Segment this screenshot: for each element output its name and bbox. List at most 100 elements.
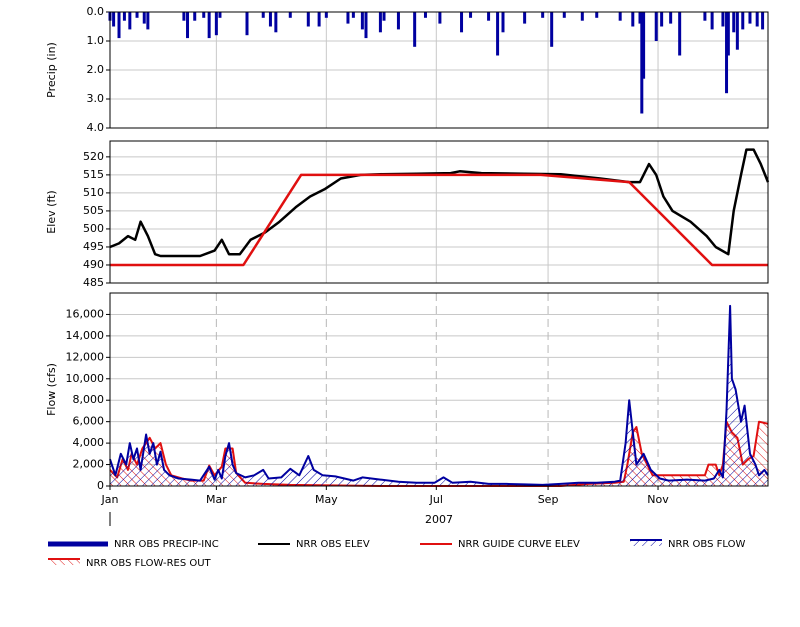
bar	[726, 12, 730, 56]
bar	[669, 12, 673, 24]
y-tick-label: 515	[83, 168, 104, 181]
bar	[710, 12, 714, 30]
y-tick-label: 1.0	[87, 34, 105, 47]
bar	[460, 12, 464, 33]
y-tick-label: 495	[83, 240, 104, 253]
x-tick-label: Mar	[206, 493, 227, 506]
plot-frame	[109, 292, 769, 487]
bar	[678, 12, 682, 56]
bar	[135, 12, 139, 18]
bar	[193, 12, 197, 21]
bar	[268, 12, 272, 27]
bar	[741, 12, 745, 30]
plot-frame	[109, 140, 769, 284]
y-tick-label: 8,000	[73, 393, 105, 406]
bar	[261, 12, 265, 18]
x-axis-title: 2007	[425, 513, 453, 526]
x-tick-label: Jan	[101, 493, 119, 506]
bar	[550, 12, 554, 47]
bar	[117, 12, 121, 39]
bar	[523, 12, 527, 24]
legend-swatch	[48, 559, 80, 565]
bar	[351, 12, 355, 18]
legend-label: NRR OBS PRECIP-INC	[114, 539, 219, 550]
y-tick-label: 2,000	[73, 458, 105, 471]
x-tick-label: Jul	[429, 493, 443, 506]
y-tick-label: 4,000	[73, 436, 105, 449]
bar	[487, 12, 491, 21]
bar	[580, 12, 584, 21]
bar	[755, 12, 759, 27]
bar	[378, 12, 382, 33]
y-tick-label: 485	[83, 276, 104, 289]
bar	[306, 12, 310, 27]
panel: 0.0 1.0 2.0 3.0 4.0 Precip (in)	[45, 5, 769, 134]
y-tick-label: 4.0	[87, 121, 105, 134]
bar	[274, 12, 278, 33]
legend-label: NRR GUIDE CURVE ELEV	[458, 539, 580, 550]
y-tick-label: 6,000	[73, 415, 105, 428]
bar	[721, 12, 725, 27]
y-tick-label: 0.0	[87, 5, 105, 18]
bar	[413, 12, 417, 47]
legend: NRR OBS PRECIP-INC NRR OBS ELEV NRR GUIDE …	[48, 539, 745, 569]
y-tick-label: 14,000	[66, 329, 105, 342]
bar	[207, 12, 211, 39]
y-tick-label: 505	[83, 204, 104, 217]
bar	[245, 12, 249, 36]
bar	[317, 12, 321, 27]
bar	[218, 12, 222, 18]
y-tick-label: 0	[97, 479, 104, 492]
bar	[725, 12, 729, 94]
bar	[396, 12, 400, 30]
bar	[438, 12, 442, 24]
bar	[562, 12, 566, 18]
bar	[642, 12, 646, 79]
y-axis-title: Precip (in)	[45, 42, 58, 98]
y-tick-label: 10,000	[66, 372, 105, 385]
bar	[122, 12, 126, 21]
bar	[496, 12, 500, 56]
y-tick-label: 16,000	[66, 307, 105, 320]
x-tick-label: Nov	[647, 493, 669, 506]
panel: 485 490 495 500 505 510 515 520 Elev (ft)	[45, 140, 770, 289]
panel: 0 2,000 4,000 6,000 8,000 10,000 12,000 14,000 1…	[45, 292, 769, 526]
bar	[638, 12, 642, 24]
bar	[214, 12, 218, 36]
bar	[595, 12, 599, 18]
bar	[324, 12, 328, 18]
bar	[364, 12, 368, 39]
x-tick-label: May	[315, 493, 338, 506]
bar	[182, 12, 186, 21]
bar	[469, 12, 473, 18]
bar	[360, 12, 364, 30]
line	[109, 304, 769, 486]
bar	[631, 12, 635, 27]
bar	[128, 12, 132, 30]
bar	[501, 12, 505, 33]
bar	[761, 12, 765, 30]
y-tick-label: 520	[83, 150, 104, 163]
bar	[640, 12, 644, 114]
bar	[186, 12, 190, 39]
bar	[541, 12, 545, 18]
bar	[423, 12, 427, 18]
plot-frame	[109, 11, 769, 129]
y-tick-label: 2.0	[87, 63, 105, 76]
y-tick-label: 12,000	[66, 350, 105, 363]
bar	[703, 12, 707, 21]
legend-swatch	[630, 540, 662, 546]
x-tick-label: Sep	[538, 493, 559, 506]
bar	[660, 12, 664, 27]
bar	[732, 12, 736, 33]
legend-label: NRR OBS ELEV	[296, 539, 370, 550]
y-tick-label: 3.0	[87, 92, 105, 105]
legend-label: NRR OBS FLOW	[668, 539, 745, 550]
bar	[202, 12, 206, 18]
bar	[288, 12, 292, 18]
bar	[112, 12, 116, 27]
y-tick-label: 510	[83, 186, 104, 199]
bar	[618, 12, 622, 21]
